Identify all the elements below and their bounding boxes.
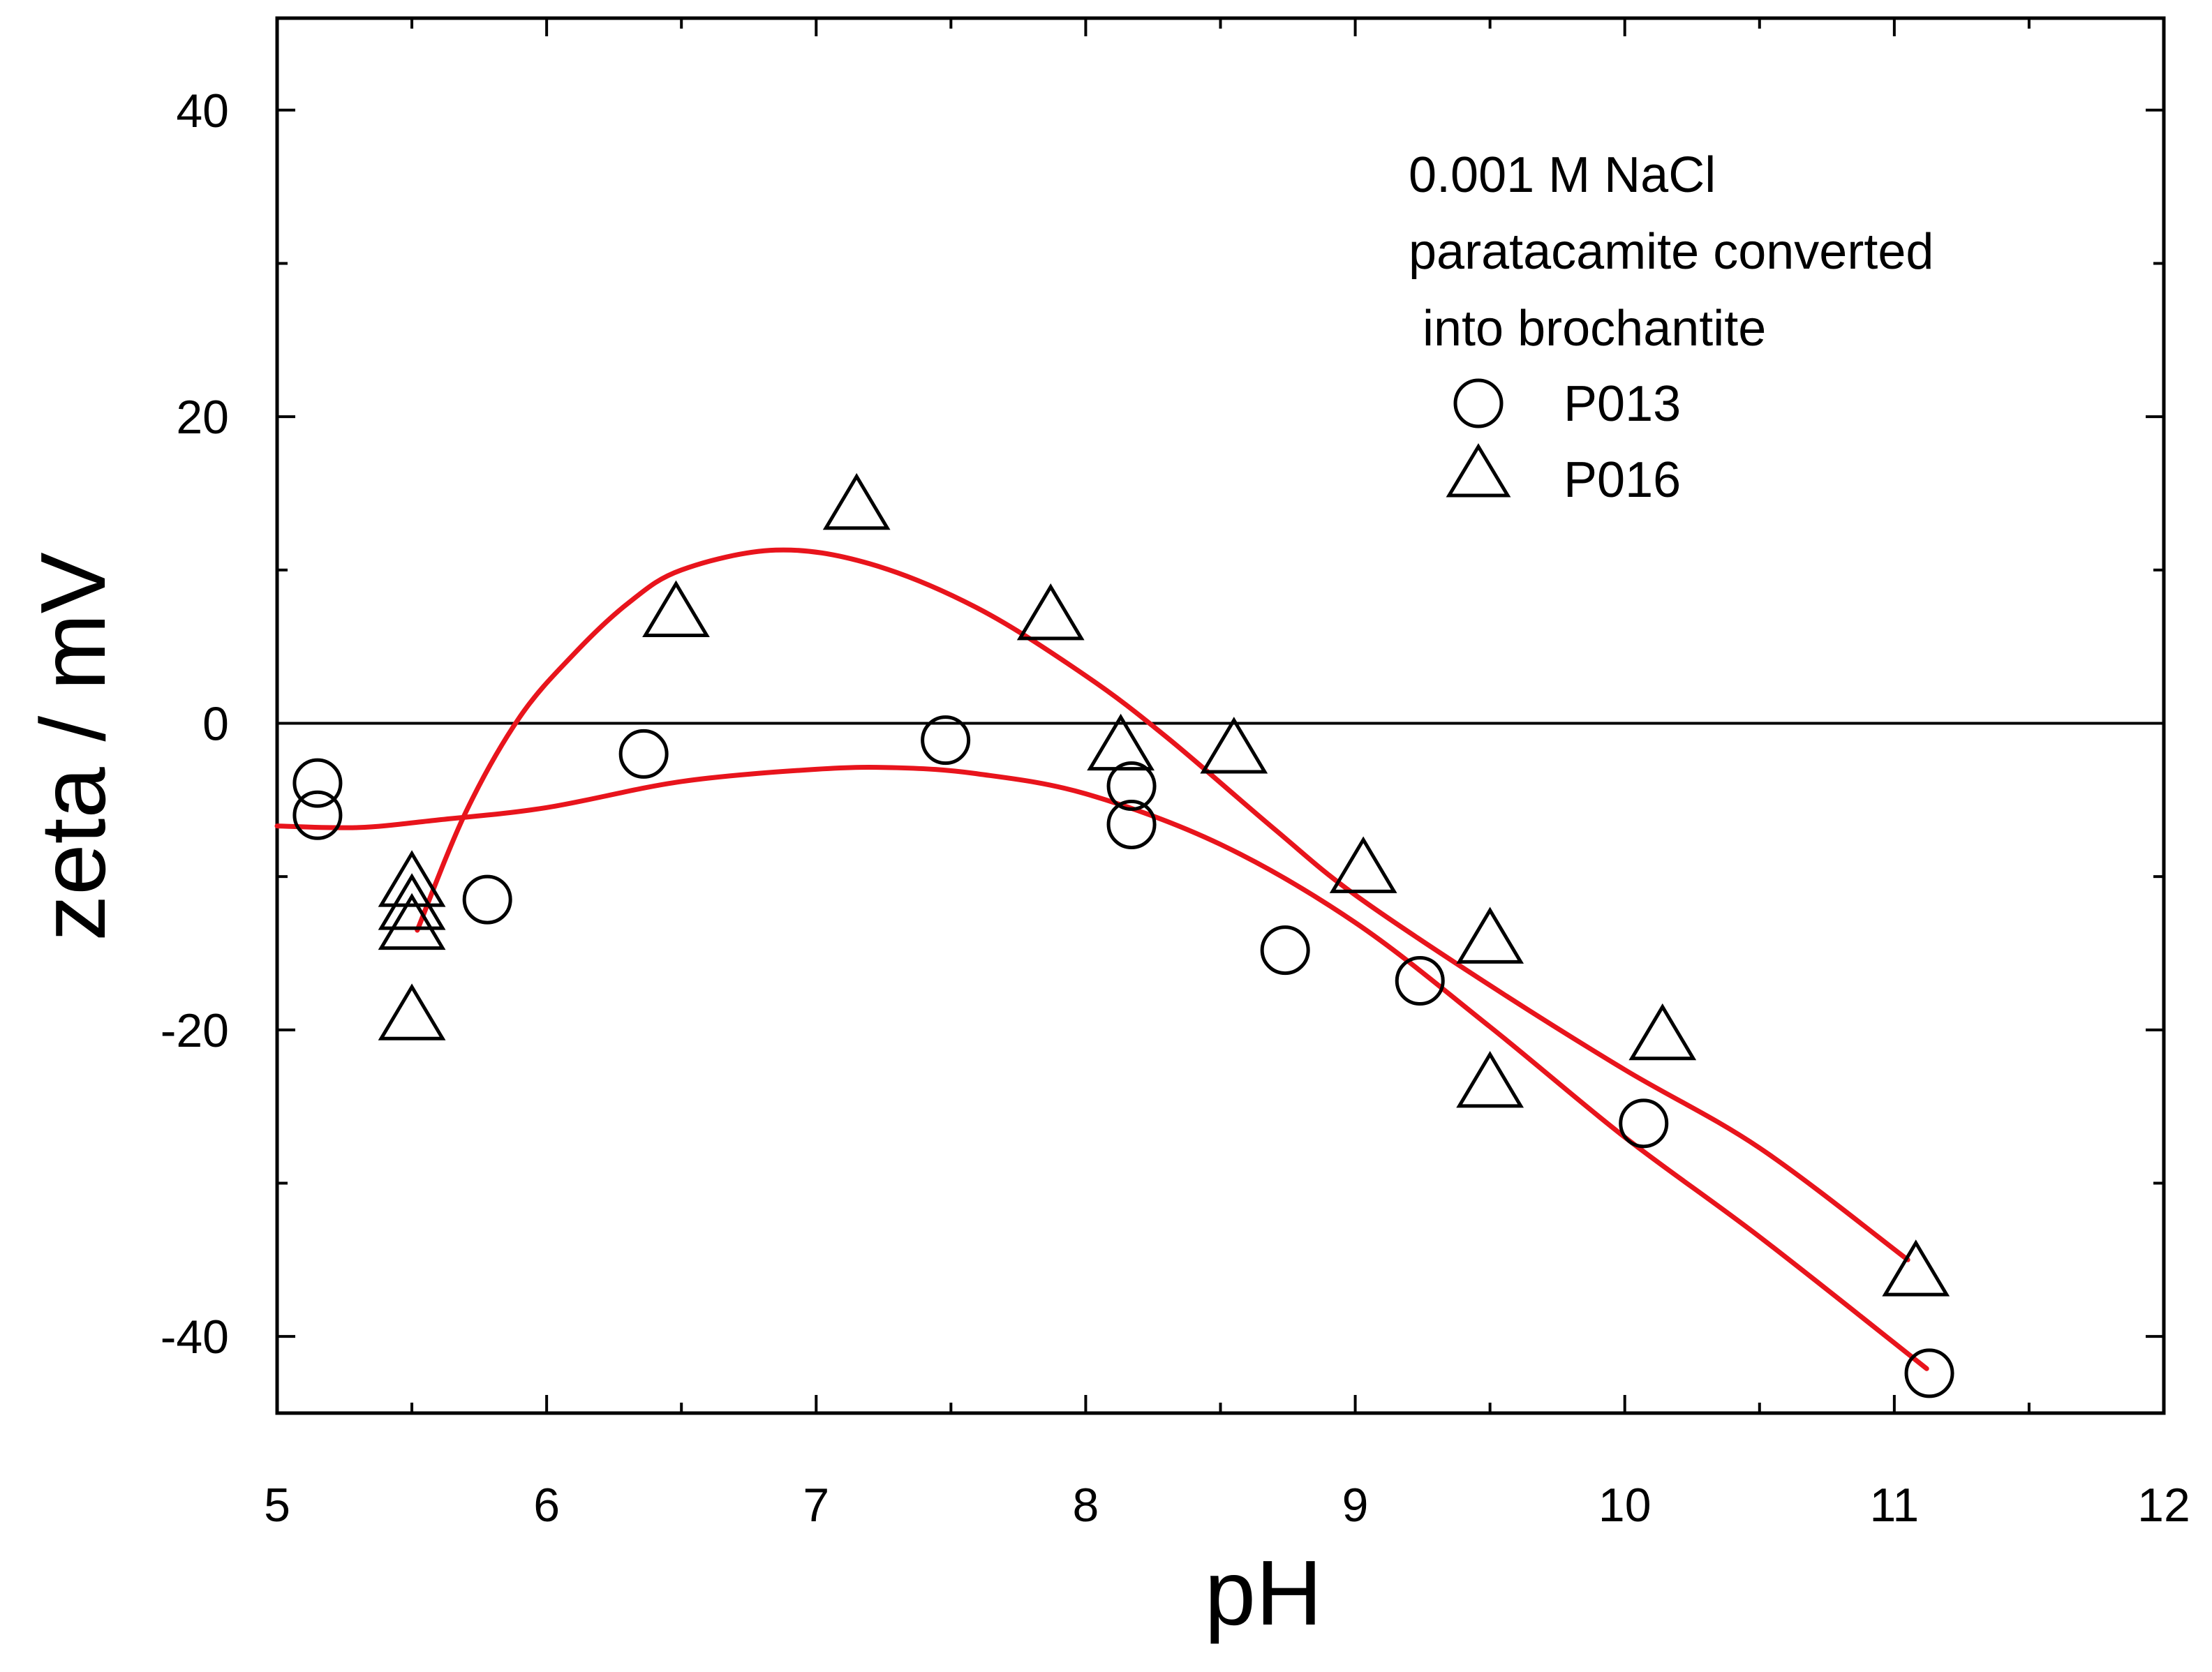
fit-line-p016	[415, 547, 1910, 1262]
y-tick-label: 0	[202, 697, 229, 750]
marker-p016	[378, 850, 446, 907]
y-tick-label: -40	[161, 1311, 229, 1364]
marker-p016	[642, 580, 710, 638]
marker-p016	[378, 983, 446, 1040]
legend-label-p013: P013	[1564, 376, 1681, 432]
legend-triangle-marker-icon	[1446, 443, 1511, 498]
marker-p016	[1016, 583, 1085, 641]
marker-p016	[1200, 717, 1268, 774]
axis-ticks	[276, 18, 2165, 1413]
x-tick-label: 12	[2137, 1479, 2190, 1532]
x-tick-label: 5	[264, 1479, 290, 1532]
y-tick-label: 40	[176, 84, 229, 137]
legend-title-line-1: 0.001 M NaCl	[1409, 147, 1716, 203]
marker-p016	[1329, 836, 1397, 893]
marker-p013	[1619, 1098, 1669, 1149]
tick-labels: 5 6 7 8 9 10 11 12 40 20 0 -20 -40	[161, 84, 2190, 1532]
fit-line-p013	[274, 765, 1929, 1371]
x-tick-label: 10	[1598, 1479, 1651, 1532]
legend-title-line-3: into brochantite	[1409, 301, 1766, 357]
marker-p013	[292, 758, 343, 808]
marker-p013	[1106, 761, 1157, 812]
marker-p016	[1882, 1239, 1950, 1297]
x-tick-label: 9	[1342, 1479, 1369, 1532]
marker-p013	[462, 874, 512, 925]
y-tick-label: -20	[161, 1004, 229, 1057]
legend-label-p016: P016	[1564, 452, 1681, 508]
marker-p013	[1260, 925, 1310, 976]
legend: 0.001 M NaCl paratacamite converted into…	[1409, 147, 1933, 508]
marker-p013	[1106, 799, 1157, 849]
y-axis-title: zeta / mV	[22, 552, 124, 941]
x-tick-label: 7	[803, 1479, 829, 1532]
x-tick-label: 6	[533, 1479, 560, 1532]
marker-p013	[292, 790, 343, 840]
marker-p016	[378, 893, 446, 950]
x-tick-label: 11	[1870, 1479, 1920, 1532]
x-axis-title: pH	[1205, 1542, 1323, 1644]
marker-p013	[618, 729, 669, 779]
y-tick-label: 20	[176, 391, 229, 444]
marker-p016	[1087, 713, 1155, 771]
marker-p016	[1456, 906, 1524, 964]
legend-circle-marker-icon	[1453, 378, 1504, 428]
markers	[292, 472, 1954, 1398]
marker-p013	[1904, 1348, 1954, 1398]
marker-p013	[921, 715, 971, 766]
marker-p013	[1395, 956, 1445, 1006]
fit-lines	[274, 547, 1929, 1371]
marker-p016	[1456, 1051, 1524, 1108]
marker-p016	[822, 472, 891, 530]
marker-p016	[378, 873, 446, 930]
marker-p016	[1628, 1003, 1697, 1061]
legend-title-line-2: paratacamite converted	[1409, 224, 1933, 280]
x-tick-label: 8	[1073, 1479, 1099, 1532]
